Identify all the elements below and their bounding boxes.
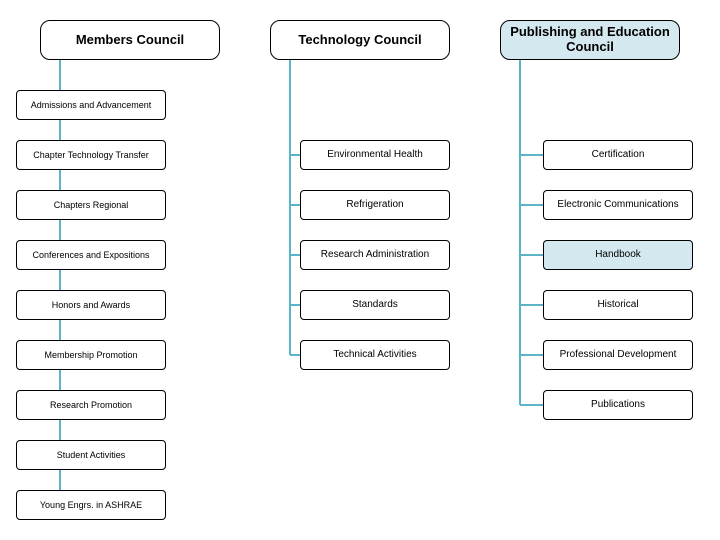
node-conferences-expos: Conferences and Expositions: [16, 240, 166, 270]
node-young-engrs: Young Engrs. in ASHRAE: [16, 490, 166, 520]
council-publishing: Publishing and Education Council: [500, 20, 680, 60]
node-honors-awards: Honors and Awards: [16, 290, 166, 320]
node-student-activities: Student Activities: [16, 440, 166, 470]
node-historical: Historical: [543, 290, 693, 320]
node-research-admin: Research Administration: [300, 240, 450, 270]
council-members: Members Council: [40, 20, 220, 60]
node-prof-development: Professional Development: [543, 340, 693, 370]
council-technology: Technology Council: [270, 20, 450, 60]
org-chart-canvas: Members Council Admissions and Advancemen…: [0, 0, 720, 540]
node-membership-promotion: Membership Promotion: [16, 340, 166, 370]
node-refrigeration: Refrigeration: [300, 190, 450, 220]
node-technical-activities: Technical Activities: [300, 340, 450, 370]
node-chapters-regional: Chapters Regional: [16, 190, 166, 220]
node-handbook: Handbook: [543, 240, 693, 270]
node-research-promotion: Research Promotion: [16, 390, 166, 420]
node-standards: Standards: [300, 290, 450, 320]
node-environmental-health: Environmental Health: [300, 140, 450, 170]
node-certification: Certification: [543, 140, 693, 170]
node-chapter-tech-transfer: Chapter Technology Transfer: [16, 140, 166, 170]
node-publications: Publications: [543, 390, 693, 420]
node-electronic-comm: Electronic Communications: [543, 190, 693, 220]
node-admissions: Admissions and Advancement: [16, 90, 166, 120]
